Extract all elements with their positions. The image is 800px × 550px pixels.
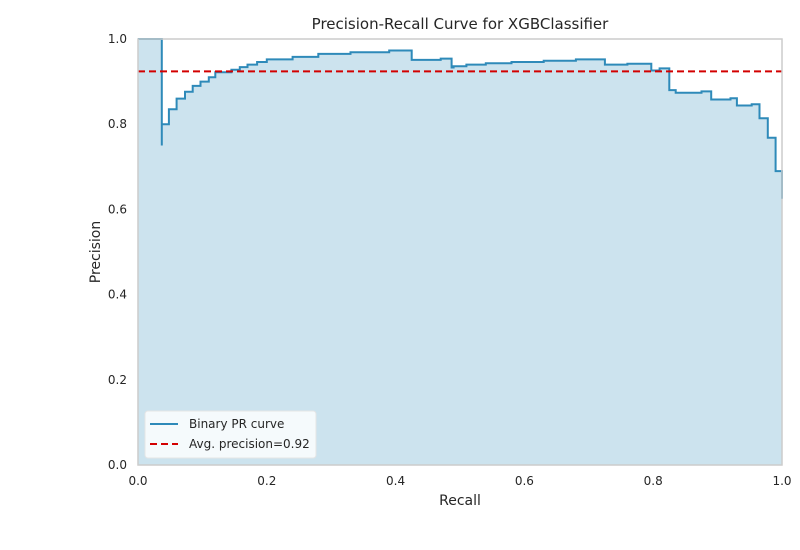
y-tick-label: 0.0 — [108, 458, 127, 472]
y-tick-label: 0.4 — [108, 288, 127, 302]
legend: Binary PR curve Avg. precision=0.92 — [144, 410, 317, 459]
y-axis-ticks: 0.0 0.2 0.4 0.6 0.8 1.0 — [108, 32, 127, 472]
x-tick-label: 0.8 — [644, 474, 663, 488]
x-tick-label: 0.0 — [128, 474, 147, 488]
pr-line-layer — [138, 38, 783, 199]
x-axis-title: Recall — [439, 493, 481, 509]
pr-curve-line — [138, 38, 783, 199]
x-axis-ticks: 0.0 0.2 0.4 0.6 0.8 1.0 — [128, 474, 791, 488]
y-tick-label: 0.6 — [108, 202, 127, 216]
y-tick-label: 0.2 — [108, 373, 127, 387]
y-tick-label: 0.8 — [108, 117, 127, 131]
chart-title: Precision-Recall Curve for XGBClassifier — [312, 15, 610, 33]
x-tick-label: 1.0 — [772, 474, 791, 488]
legend-label-avg-precision: Avg. precision=0.92 — [189, 437, 310, 451]
x-tick-label: 0.4 — [386, 474, 405, 488]
legend-box — [144, 410, 317, 459]
pr-fill-layer — [138, 39, 782, 465]
plot-frame — [137, 38, 783, 466]
x-tick-label: 0.2 — [257, 474, 276, 488]
pr-curve-fill — [138, 39, 782, 465]
legend-label-pr-curve: Binary PR curve — [189, 417, 284, 431]
x-tick-label: 0.6 — [515, 474, 534, 488]
y-axis-title: Precision — [88, 221, 104, 283]
y-tick-label: 1.0 — [108, 32, 127, 46]
